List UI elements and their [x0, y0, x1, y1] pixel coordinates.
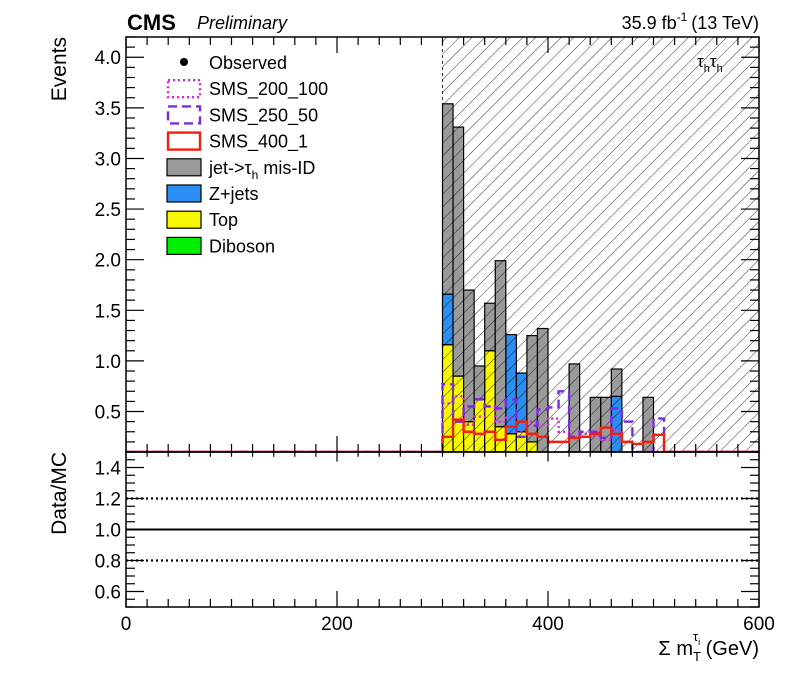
legend-swatch [166, 158, 202, 177]
legend-entry: SMS_400_1 [166, 131, 308, 153]
channel-tau-1: τ [697, 52, 704, 71]
legend-swatch [166, 184, 202, 203]
x-tick-label: 400 [532, 614, 564, 635]
stack-hatch [484, 303, 496, 452]
legend-label-main: SMS_250_50 [209, 105, 318, 126]
ratio-y-tick-label: 1.0 [95, 521, 121, 542]
stack-hatch [600, 397, 612, 452]
stack-hatch [442, 103, 454, 452]
stack-hatch [537, 328, 548, 452]
legend-swatch [166, 236, 202, 255]
legend-swatch [166, 210, 202, 229]
signal-line [126, 395, 759, 452]
channel-sub-1: h [704, 63, 710, 75]
lumi-label: 35.9 fb-1 (13 TeV) [622, 10, 759, 33]
y-tick-label: 3.5 [95, 99, 121, 120]
y-tick-label: 1.5 [95, 301, 121, 322]
x-label-sup-sub: i [698, 637, 700, 647]
legend-entry: Diboson [166, 236, 275, 256]
stack-hatch [495, 260, 506, 452]
stack-hatch [463, 290, 475, 452]
x-label-main: Σ m [658, 638, 693, 660]
legend-entry: jet->τh mis-ID [166, 158, 315, 182]
legend-entry: Top [166, 210, 238, 230]
legend-entry: SMS_200_100 [166, 78, 328, 100]
lumi-main: 35.9 fb [622, 13, 677, 33]
main-y-label: Events [48, 37, 71, 101]
experiment-label: CMS [127, 10, 176, 35]
signal-line [126, 382, 759, 452]
ratio-y-label: Data/MC [48, 452, 71, 535]
legend-label: jet->τh mis-ID [208, 158, 315, 182]
main-x-ticks [125, 37, 760, 452]
ratio-y-tick-label: 0.8 [95, 552, 121, 573]
channel-label: τhτh [697, 52, 723, 75]
stack-hatch [526, 335, 538, 452]
channel-tau-2: τ [710, 52, 717, 71]
legend-label: SMS_250_50 [209, 105, 318, 126]
legend-label-main: Top [209, 210, 238, 230]
legend-swatch [166, 131, 202, 151]
x-axis-label: Σ mTτi (GeV) [658, 629, 759, 664]
status-label: Preliminary [197, 13, 288, 33]
x-tick-label: 600 [743, 614, 775, 635]
legend-label-tail: mis-ID [258, 158, 315, 178]
x-label-sup: τ [693, 629, 699, 644]
stack-hatch [590, 397, 601, 452]
legend-label-sub: h [252, 168, 259, 182]
stack-hatch [642, 397, 654, 452]
x-axis: 0 200 400 600 [121, 452, 775, 635]
lumi-sup: -1 [677, 10, 688, 24]
x-tick-label: 200 [321, 614, 353, 635]
legend-label-main: jet->τ [208, 158, 252, 178]
stack-hatch [474, 365, 485, 452]
x-label-tail: (GeV) [700, 638, 759, 660]
legend-label: Diboson [209, 236, 275, 256]
legend-label: Z+jets [209, 184, 259, 204]
channel-sub-2: h [717, 63, 723, 75]
legend-label-main: SMS_400_1 [209, 132, 308, 153]
stack-hatch [516, 373, 527, 452]
legend-label: Observed [209, 53, 287, 73]
legend-label: Top [209, 210, 238, 230]
y-tick-label: 2.5 [95, 200, 121, 221]
x-label-sub: T [693, 649, 701, 664]
legend-marker [180, 58, 188, 66]
main-panel: 0.51.01.52.02.53.03.54.0 Events τhτh Obs… [48, 36, 760, 453]
stack-hatch [453, 127, 464, 452]
stack-hatch [611, 369, 622, 452]
legend-label-main: Z+jets [209, 184, 259, 204]
ratio-y-tick-label: 1.2 [95, 490, 121, 511]
y-tick-label: 4.0 [95, 48, 121, 69]
y-tick-label: 1.0 [95, 352, 121, 373]
ratio-y-axis: 0.6 0.8 1.0 1.2 1.4 [95, 451, 759, 608]
ratio-panel: 0.6 0.8 1.0 1.2 1.4 0 200 400 600 Data/MC Σ mTτ… [48, 451, 775, 664]
lumi-energy: (13 TeV) [691, 13, 759, 33]
legend-label-main: Diboson [209, 236, 275, 256]
legend-swatch [166, 78, 202, 99]
main-y-axis: 0.5 1.0 1.5 2.0 2.5 3.0 3.5 4.0 [95, 36, 759, 453]
ratio-y-tick-label: 1.4 [95, 459, 122, 480]
stack-hatch [505, 334, 517, 452]
legend-entry: Observed [180, 53, 287, 73]
legend-entry: Z+jets [166, 184, 259, 204]
legend-label-main: Observed [209, 53, 287, 73]
legend: Observed SMS_200_100 SMS_250_50 SMS_400_1je… [166, 53, 328, 256]
ratio-y-tick-label: 0.6 [95, 583, 121, 604]
legend-label: SMS_400_1 [209, 132, 308, 153]
y-tick-label: 3.0 [95, 149, 121, 170]
legend-label-main: SMS_200_100 [209, 79, 328, 100]
y-tick-label: 2.0 [95, 251, 121, 272]
y-tick-label: 0.5 [95, 403, 121, 424]
legend-swatch [166, 105, 202, 125]
stack-hatch [569, 363, 580, 452]
x-tick-label: 0 [121, 614, 132, 635]
legend-entry: SMS_250_50 [166, 105, 318, 126]
ratio-reference-lines [126, 497, 759, 562]
legend-label: SMS_200_100 [209, 79, 328, 100]
background-stack [441, 103, 655, 452]
